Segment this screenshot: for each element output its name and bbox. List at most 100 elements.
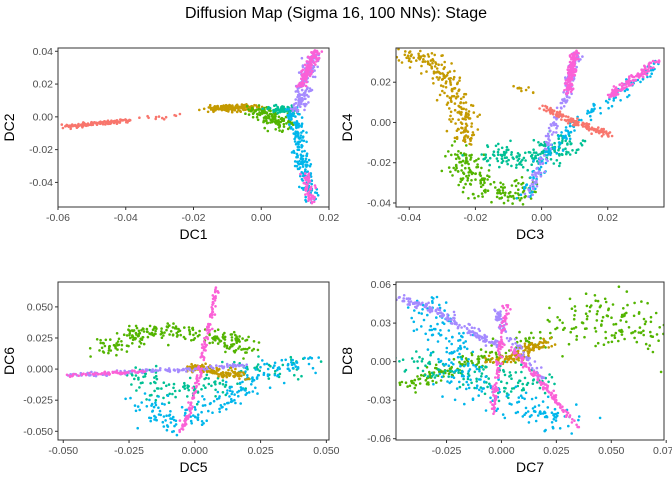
data-point	[497, 370, 501, 374]
data-point	[137, 378, 140, 381]
data-point	[562, 136, 565, 140]
data-point	[214, 107, 218, 111]
data-point	[245, 105, 249, 108]
data-point	[278, 124, 281, 127]
data-point	[543, 391, 547, 395]
data-point	[433, 53, 437, 57]
data-point	[641, 72, 644, 76]
data-point	[567, 133, 570, 136]
data-point	[606, 314, 610, 318]
data-point	[218, 365, 221, 368]
data-point	[555, 159, 559, 162]
data-point	[442, 363, 446, 367]
data-point	[645, 70, 648, 74]
data-point	[312, 200, 316, 204]
data-point	[228, 364, 232, 367]
data-point	[466, 176, 470, 180]
data-point	[431, 350, 435, 354]
data-point	[251, 115, 255, 119]
data-point	[593, 294, 597, 297]
data-point	[522, 351, 525, 354]
data-point	[444, 154, 447, 158]
data-point	[307, 357, 310, 360]
data-point	[497, 367, 500, 370]
data-point	[131, 342, 134, 345]
data-point	[608, 96, 611, 99]
data-point	[216, 390, 220, 394]
data-point	[296, 160, 299, 164]
data-point	[576, 425, 579, 429]
data-point	[298, 159, 301, 163]
data-point	[517, 157, 521, 160]
data-point	[512, 359, 516, 363]
data-point	[550, 421, 554, 424]
data-point	[642, 317, 646, 321]
x-tick-label: 0.000	[182, 445, 208, 457]
data-point	[317, 356, 321, 359]
data-point	[426, 62, 430, 66]
data-point	[532, 373, 535, 377]
data-point	[296, 155, 299, 159]
data-point	[305, 70, 308, 74]
data-point	[406, 385, 409, 388]
data-point	[281, 105, 284, 108]
data-point	[538, 159, 541, 163]
data-point	[456, 170, 460, 173]
data-point	[491, 403, 494, 406]
data-point	[458, 110, 461, 114]
data-point	[553, 343, 557, 346]
data-point	[463, 92, 466, 96]
y-axis-label: DC6	[1, 347, 17, 375]
data-point	[499, 181, 502, 185]
data-point	[594, 330, 598, 333]
data-point	[161, 116, 164, 120]
data-point	[157, 406, 160, 410]
data-point	[435, 67, 439, 70]
data-point	[657, 61, 661, 64]
data-point	[88, 347, 92, 350]
data-point	[558, 318, 562, 322]
data-point	[457, 150, 460, 153]
data-point	[300, 73, 304, 77]
data-point	[515, 197, 518, 200]
data-point	[485, 360, 489, 364]
x-tick-label: 0.000	[488, 445, 514, 457]
data-point	[531, 187, 535, 190]
data-point	[243, 388, 246, 392]
data-point	[192, 370, 195, 373]
data-point	[402, 297, 406, 300]
data-point	[502, 152, 506, 156]
data-point	[448, 340, 451, 343]
data-point	[180, 427, 183, 430]
data-point	[268, 109, 272, 112]
data-point	[438, 368, 441, 372]
data-point	[426, 338, 430, 342]
data-point	[432, 82, 435, 85]
data-point	[108, 344, 111, 348]
data-point	[202, 358, 206, 362]
data-point	[460, 357, 464, 361]
data-point	[548, 306, 551, 310]
data-point	[223, 106, 226, 110]
data-point	[555, 106, 559, 110]
data-point	[585, 122, 588, 125]
data-point	[488, 340, 491, 344]
point-layer	[396, 285, 664, 435]
data-point	[446, 319, 449, 322]
data-point	[607, 135, 610, 138]
data-point	[454, 163, 458, 167]
data-point	[520, 176, 524, 179]
data-point	[534, 151, 538, 154]
data-point	[527, 195, 530, 198]
data-point	[502, 150, 506, 154]
data-point	[454, 122, 457, 125]
data-point	[606, 101, 610, 104]
data-point	[188, 332, 192, 336]
data-point	[493, 410, 496, 413]
data-point	[527, 347, 531, 351]
data-point	[446, 316, 450, 320]
data-point	[524, 348, 527, 352]
data-point	[206, 326, 209, 329]
data-point	[595, 128, 598, 132]
